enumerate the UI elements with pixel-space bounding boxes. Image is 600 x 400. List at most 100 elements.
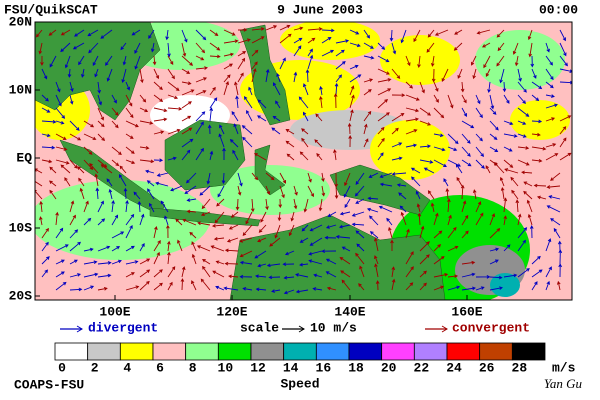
wind-arrow [191, 280, 197, 291]
wind-arrow [347, 122, 352, 135]
wind-arrow [410, 167, 421, 174]
wind-arrow [527, 213, 533, 226]
wind-arrow [213, 236, 225, 241]
wind-arrow [521, 170, 533, 175]
wind-arrow [351, 211, 365, 217]
wind-arrow [503, 94, 510, 104]
wind-arrow [83, 133, 97, 141]
wind-arrow [35, 29, 43, 38]
wind-arrow [489, 247, 500, 252]
wind-arrow [558, 263, 563, 278]
wind-arrow [417, 212, 422, 226]
wind-arrow [545, 81, 554, 89]
wind-arrow [97, 261, 112, 265]
wind-arrow [97, 200, 104, 213]
wind-arrow [559, 115, 572, 122]
wind-arrow [229, 138, 239, 148]
wind-arrow [472, 68, 477, 80]
wind-arrow [279, 185, 285, 199]
wind-arrow [139, 159, 155, 164]
wind-arrow [139, 146, 150, 150]
wind-arrow [41, 119, 57, 124]
wind-arrow [134, 55, 141, 70]
colorbar-tick: 10 [218, 360, 234, 375]
wind-arrow [559, 137, 567, 148]
wind-arrow [419, 81, 425, 94]
wind-arrow [83, 146, 93, 155]
wind-arrow [366, 207, 379, 213]
wind-arrow [355, 252, 365, 265]
wind-arrow [218, 133, 225, 148]
wind-arrow [379, 182, 393, 187]
wind-arrow [217, 185, 225, 198]
wind-arrow [228, 224, 239, 230]
wind-arrow [502, 81, 507, 93]
wind-arrow [377, 152, 384, 161]
wind-arrow [209, 86, 216, 96]
wind-arrow [97, 286, 108, 291]
wind-arrow [341, 279, 351, 291]
wind-arrow [526, 199, 533, 213]
wind-arrow [504, 168, 519, 174]
colorbar-label: Speed [280, 376, 319, 391]
wind-arrow [315, 113, 323, 122]
wind-arrow [97, 120, 105, 128]
wind-arrow [344, 198, 351, 208]
wind-arrow [207, 124, 212, 135]
wind-arrow [251, 61, 258, 70]
wind-arrow [94, 173, 99, 187]
wind-arrow [405, 129, 418, 135]
wind-arrow [301, 128, 309, 135]
wind-arrow [321, 249, 337, 254]
wind-arrow [64, 55, 71, 69]
colorbar-tick: 4 [123, 360, 131, 375]
wind-arrow [545, 94, 555, 98]
wind-arrow [139, 280, 150, 291]
wind-arrow [260, 211, 267, 223]
wind-arrow [487, 81, 491, 93]
wind-arrow [545, 68, 554, 81]
wind-arrow [559, 42, 567, 57]
colorbar-swatch [315, 342, 350, 361]
wind-arrow [419, 159, 434, 164]
wind-arrow [503, 244, 511, 252]
wind-arrow [399, 205, 407, 213]
wind-arrow [374, 263, 379, 278]
wind-arrow [197, 221, 211, 226]
wind-arrow [88, 42, 99, 54]
wind-arrow [489, 146, 499, 152]
wind-arrow [299, 262, 309, 267]
wind-arrow [556, 280, 561, 291]
wind-arrow [186, 198, 197, 202]
wind-arrow [274, 224, 281, 239]
colorbar-tick: 0 [58, 360, 66, 375]
wind-arrow [166, 224, 170, 239]
wind-arrow [415, 190, 421, 200]
wind-arrow [545, 103, 558, 109]
wind-arrow [242, 224, 253, 236]
wind-arrow [461, 107, 467, 117]
wind-arrow [153, 94, 164, 102]
wind-arrow [476, 29, 491, 35]
wind-arrow [87, 29, 99, 37]
wind-arrow [40, 55, 44, 66]
colorbar-tick: 8 [189, 360, 197, 375]
colorbar-tick: 6 [156, 360, 164, 375]
wind-arrow [321, 185, 326, 197]
colorbar-swatch [185, 342, 219, 361]
wind-arrow [324, 235, 337, 240]
wind-arrow [447, 285, 461, 291]
lat-label: 10S [9, 220, 33, 235]
wind-arrow [279, 172, 286, 184]
wind-arrow [368, 172, 379, 178]
wind-arrow [288, 224, 295, 237]
wind-arrow [355, 172, 365, 185]
wind-arrow [83, 120, 95, 128]
wind-arrow [55, 81, 61, 93]
wind-arrow [271, 127, 281, 135]
wind-arrow [340, 270, 351, 278]
wind-arrow [295, 289, 309, 294]
wind-arrow [377, 98, 388, 109]
wind-arrow [369, 215, 379, 226]
wind-arrow [546, 185, 561, 189]
